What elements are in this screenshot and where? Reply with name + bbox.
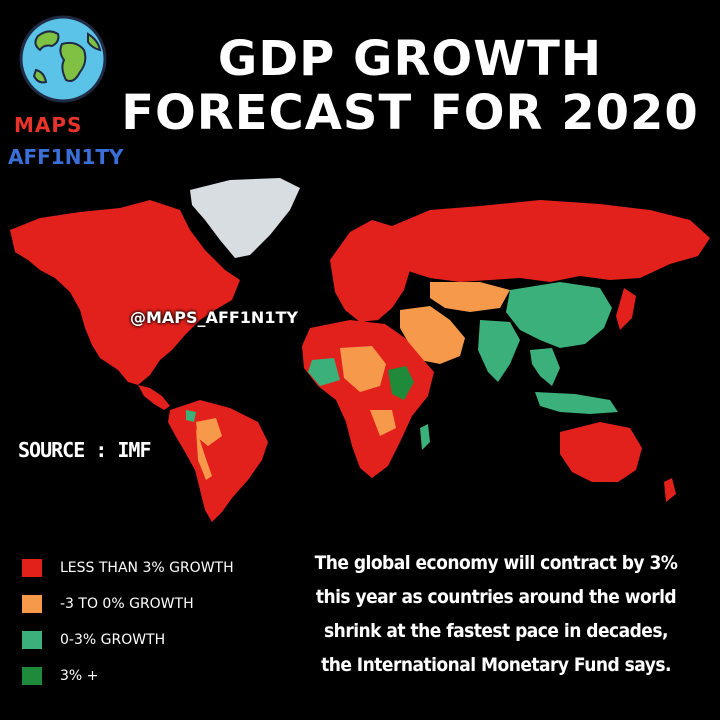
legend-item: 3% +: [22, 666, 234, 686]
legend-label: 3% +: [60, 668, 99, 684]
region-africa-dark-green: [388, 366, 414, 400]
region-middle-east: [400, 306, 465, 364]
region-sa-orange-2: [196, 428, 212, 480]
region-africa: [302, 320, 434, 478]
region-australia: [560, 422, 642, 482]
region-central-asia: [430, 282, 510, 312]
title-line-1: GDP GROWTH: [217, 31, 603, 87]
legend-label: 0-3% GROWTH: [60, 632, 166, 648]
region-sa-orange: [196, 418, 222, 446]
legend-swatch: [22, 631, 42, 649]
region-se-asia: [530, 348, 560, 386]
legend-swatch: [22, 667, 42, 685]
legend-label: -3 TO 0% GROWTH: [60, 596, 194, 612]
region-africa-orange: [340, 346, 386, 392]
region-greenland: [190, 178, 300, 258]
page-title: GDP GROWTH FORECAST FOR 2020: [110, 32, 710, 140]
title-line-2: FORECAST FOR 2020: [121, 85, 699, 141]
region-china: [506, 282, 612, 348]
region-south-america: [168, 400, 268, 522]
region-central-america: [138, 385, 170, 410]
brand-name-maps: MAPS: [14, 113, 83, 137]
social-handle: @MAPS_AFF1N1TY: [130, 308, 298, 327]
legend-swatch: [22, 559, 42, 577]
region-india: [478, 320, 520, 382]
world-map: [10, 178, 710, 522]
region-indonesia: [535, 392, 618, 414]
region-africa-orange-2: [370, 410, 396, 436]
legend-label: LESS THAN 3% GROWTH: [60, 560, 234, 576]
brand-name-affinity: AFF1N1TY: [8, 145, 124, 169]
caption-text: The global economy will contract by 3% t…: [314, 552, 678, 676]
region-russia: [392, 200, 710, 282]
legend-item: LESS THAN 3% GROWTH: [22, 558, 234, 578]
map-legend: LESS THAN 3% GROWTH -3 TO 0% GROWTH 0-3%…: [22, 558, 234, 702]
region-madagascar: [420, 424, 430, 450]
source-label: SOURCE : IMF: [18, 438, 151, 462]
region-japan: [616, 288, 636, 330]
legend-swatch: [22, 595, 42, 613]
globe-icon: [19, 15, 107, 103]
legend-item: -3 TO 0% GROWTH: [22, 594, 234, 614]
region-new-zealand: [664, 478, 676, 502]
region-north-america: [10, 200, 240, 385]
region-sa-green: [186, 410, 196, 422]
region-africa-green: [308, 358, 340, 386]
legend-item: 0-3% GROWTH: [22, 630, 234, 650]
region-europe: [330, 220, 410, 322]
